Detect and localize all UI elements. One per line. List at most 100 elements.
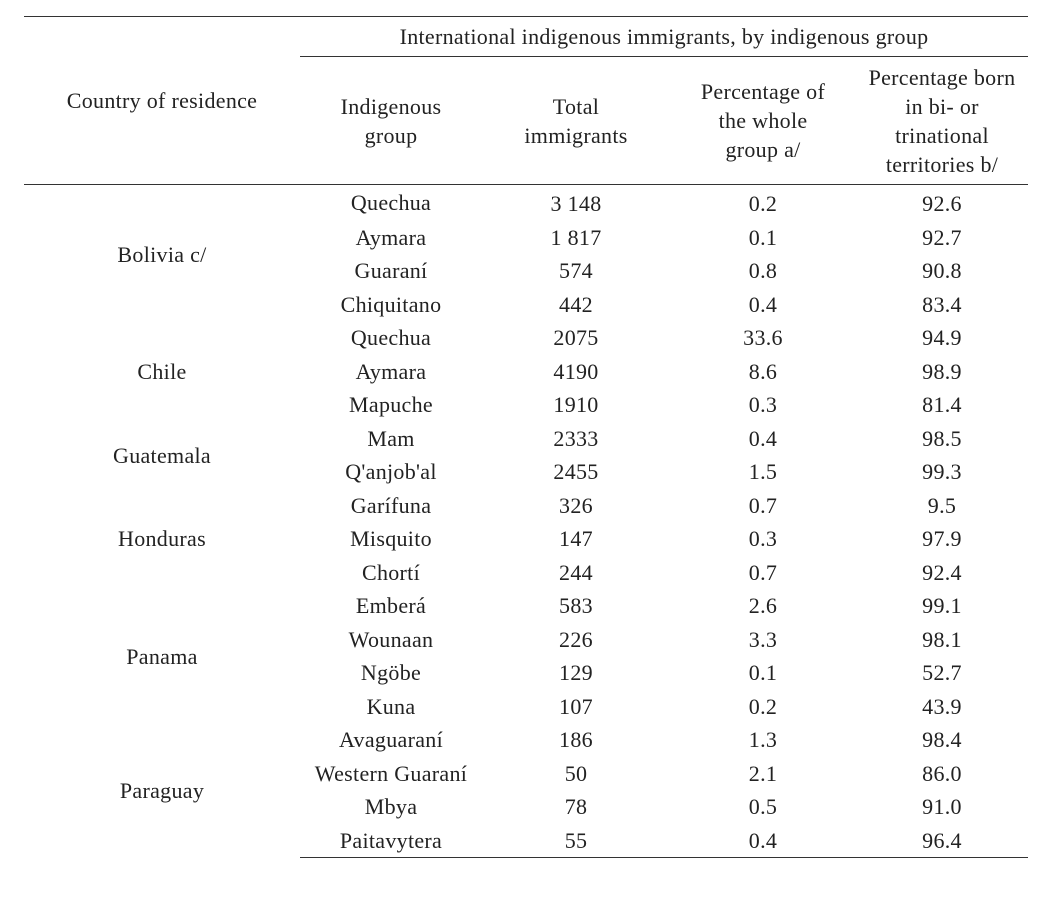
table-row: Wounaan 226 3.3 98.1 [24, 623, 1028, 657]
table-row: Chortí 244 0.7 92.4 [24, 556, 1028, 590]
value-cell: 1.5 [748, 459, 778, 485]
value-cell: 0.2 [748, 191, 778, 217]
group-cell: Quechua [350, 325, 432, 351]
column-header: Percentage born in bi- or trinational te… [856, 56, 1028, 185]
header-row: Indigenous group Total immigrants Percen… [24, 56, 1028, 185]
group-cell: Chortí [361, 559, 421, 585]
group-cell: Aymara [355, 358, 427, 384]
table-row: Chiquitano 442 0.4 83.4 [24, 288, 1028, 322]
table-row: Mapuche 1910 0.3 81.4 [24, 388, 1028, 422]
value-cell: 0.2 [748, 693, 778, 719]
table-row: Aymara 1 817 0.1 92.7 [24, 221, 1028, 255]
value-cell: 8.6 [748, 358, 778, 384]
value-cell: 129 [559, 660, 593, 686]
country-cell: Chile [137, 358, 187, 384]
value-cell: 3 148 [550, 191, 602, 217]
table-row: Bolivia c/Quechua 3 148 0.2 92.6 [24, 185, 1028, 266]
value-cell: 92.4 [922, 559, 962, 585]
group-cell: Western Guaraní [314, 760, 468, 786]
group-cell: Chiquitano [340, 291, 442, 317]
value-cell: 86.0 [922, 760, 962, 786]
value-cell: 0.1 [748, 224, 778, 250]
value-cell: 78 [564, 794, 588, 820]
value-cell: 2333 [553, 425, 599, 451]
value-cell: 2075 [553, 325, 599, 351]
group-cell: Ngöbe [360, 660, 422, 686]
group-cell: Mapuche [349, 392, 433, 418]
value-cell: 1.3 [748, 727, 778, 753]
value-cell: 9.5 [927, 492, 957, 518]
value-cell: 83.4 [922, 291, 962, 317]
value-cell: 0.7 [748, 559, 778, 585]
value-cell: 98.4 [922, 727, 962, 753]
value-cell: 147 [559, 526, 593, 552]
value-cell: 2455 [553, 459, 599, 485]
value-cell: 99.3 [922, 459, 962, 485]
group-cell: Wounaan [348, 626, 434, 652]
value-cell: 50 [564, 760, 588, 786]
value-cell: 81.4 [922, 392, 962, 418]
group-cell: Garífuna [350, 492, 432, 518]
table-row: Paraguay Avaguaraní 186 1.3 98.4 [24, 723, 1028, 803]
group-cell: Aymara [355, 224, 427, 250]
country-header: Country of residence [24, 16, 300, 185]
value-cell: 0.7 [748, 492, 778, 518]
value-cell: 43.9 [922, 693, 962, 719]
group-cell: Q'anjob'al [345, 459, 437, 485]
table-row: Chile Quechua 2075 33.6 94.9 [24, 321, 1028, 384]
column-header: Indigenous group [300, 56, 482, 185]
value-cell: 186 [559, 727, 593, 753]
group-cell: Quechua [350, 190, 432, 216]
value-cell: 0.4 [748, 425, 778, 451]
value-cell: 1910 [553, 392, 599, 418]
value-cell: 226 [559, 626, 593, 652]
table-row: Misquito 147 0.3 97.9 [24, 522, 1028, 556]
value-cell: 0.4 [670, 823, 856, 858]
value-cell: 98.5 [922, 425, 962, 451]
value-cell: 0.3 [748, 526, 778, 552]
group-cell: Mbya [364, 794, 418, 820]
value-cell: 94.9 [922, 325, 962, 351]
value-cell: 0.8 [748, 258, 778, 284]
value-cell: 90.8 [922, 258, 962, 284]
table-row: Panama Emberá 583 2.6 99.1 [24, 589, 1028, 668]
table-body: Bolivia c/Quechua 3 148 0.2 92.6 Aymara 1 817… [24, 185, 1028, 858]
table-header: Country of residence International indig… [24, 16, 1028, 185]
value-cell: 52.7 [922, 660, 962, 686]
country-cell: Honduras [118, 526, 206, 552]
table-row: Q'anjob'al 2455 1.5 99.3 [24, 455, 1028, 489]
country-cell: Guatemala [113, 442, 211, 468]
value-cell: 2.1 [748, 760, 778, 786]
value-cell: 98.9 [922, 358, 962, 384]
group-cell: Kuna [366, 693, 416, 719]
value-cell: 244 [559, 559, 593, 585]
table-row: Mbya 78 0.5 91.0 [24, 790, 1028, 824]
table-row: Paitavytera 55 0.4 96.4 [24, 823, 1028, 858]
value-cell: 0.1 [748, 660, 778, 686]
value-cell: 55 [482, 823, 670, 858]
value-cell: 0.3 [748, 392, 778, 418]
value-cell: 583 [559, 593, 593, 619]
value-cell: 92.7 [922, 224, 962, 250]
table-row: Honduras Garífuna 326 0.7 9.5 [24, 489, 1028, 552]
value-cell: 107 [559, 693, 593, 719]
group-cell: Misquito [350, 526, 432, 552]
group-cell: Mam [367, 425, 415, 451]
value-cell: 574 [559, 258, 593, 284]
group-header: International indigenous immigrants, by … [300, 16, 1028, 57]
table-row: Kuna 107 0.2 43.9 [24, 690, 1028, 724]
value-cell: 1 817 [550, 224, 602, 250]
group-cell: Avaguaraní [339, 727, 443, 753]
table-row: Guaraní 574 0.8 90.8 [24, 254, 1028, 288]
value-cell: 4190 [553, 358, 599, 384]
value-cell: 98.1 [922, 626, 962, 652]
value-cell: 96.4 [856, 823, 1028, 858]
country-cell: Paraguay [119, 777, 205, 803]
value-cell: 2.6 [748, 593, 778, 619]
group-cell: Paitavytera [300, 823, 482, 858]
value-cell: 92.6 [922, 191, 962, 217]
value-cell: 3.3 [748, 626, 778, 652]
value-cell: 0.5 [748, 794, 778, 820]
value-cell: 326 [559, 492, 593, 518]
table-row: Western Guaraní 50 2.1 86.0 [24, 757, 1028, 791]
